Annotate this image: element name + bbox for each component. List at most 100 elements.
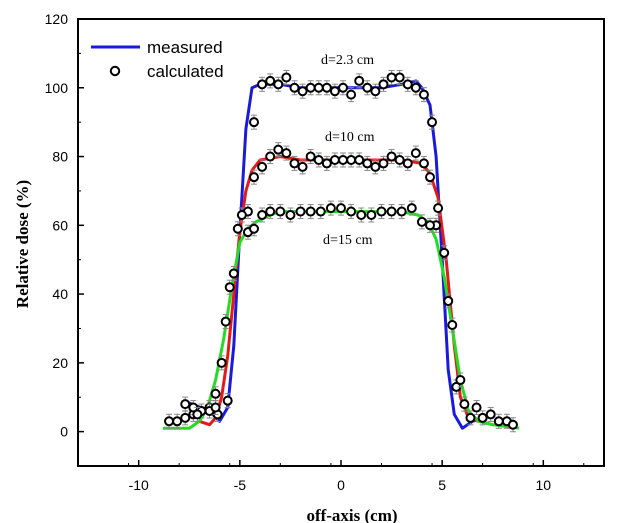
annotation-d10: d=10 cm — [325, 130, 375, 145]
calculated-point — [378, 79, 389, 90]
calculated-point — [394, 154, 405, 165]
calculated-point — [485, 409, 496, 420]
y-tick-label-5: 100 — [45, 80, 69, 96]
calculated-point — [172, 416, 183, 427]
calculated-point — [471, 402, 482, 413]
calculated-point — [315, 206, 326, 217]
calculated-point — [295, 206, 306, 217]
x-axis-title: off-axis (cm) — [306, 506, 397, 523]
calculated-point — [370, 86, 381, 97]
calculated-point — [321, 158, 332, 169]
annotation-d15: d=15 cm — [323, 233, 373, 248]
calculated-point — [281, 72, 292, 83]
legend: measured calculated — [91, 38, 224, 81]
y-tick-label-3: 60 — [52, 217, 68, 233]
y-tick-label-2: 40 — [52, 286, 68, 302]
calculated-point — [325, 203, 336, 214]
calculated-point — [192, 409, 203, 420]
calculated-point — [402, 158, 413, 169]
calculated-point — [416, 216, 427, 227]
calculated-point — [370, 161, 381, 172]
calculated-point — [265, 206, 276, 217]
x-tick-label-1: -5 — [234, 477, 247, 493]
calculated-point — [425, 220, 436, 231]
calculated-point — [376, 206, 387, 217]
calculated-point — [249, 172, 260, 183]
calculated-point — [220, 316, 231, 327]
calculated-point — [338, 154, 349, 165]
calculated-point — [265, 75, 276, 86]
calculated-point — [257, 79, 268, 90]
calculated-point — [216, 357, 227, 368]
calculated-point — [433, 203, 444, 214]
calculated-point — [265, 151, 276, 162]
calculated-point — [210, 388, 221, 399]
calculated-point — [257, 161, 268, 172]
calculated-point — [275, 206, 286, 217]
calculated-point — [224, 282, 235, 293]
calculated-point — [305, 206, 316, 217]
calculated-point — [493, 416, 504, 427]
y-tick-label-0: 0 — [60, 424, 68, 440]
calculated-point — [354, 154, 365, 165]
calculated-point — [273, 144, 284, 155]
calculated-point — [289, 158, 300, 169]
calculated-point — [394, 72, 405, 83]
calculated-point — [249, 223, 260, 234]
calculated-point — [378, 158, 389, 169]
calculated-point — [329, 86, 340, 97]
x-tick-label-2: 0 — [337, 477, 345, 493]
calculated-point — [346, 89, 357, 100]
calculated-point — [459, 399, 470, 410]
x-tick-label-4: 10 — [536, 477, 552, 493]
annotation-d2-3: d=2.3 cm — [321, 53, 374, 68]
x-tick-label-0: -10 — [129, 477, 149, 493]
calculated-point — [222, 395, 233, 406]
calculated-point — [273, 79, 284, 90]
calculated-point — [425, 172, 436, 183]
calculated-point — [455, 375, 466, 386]
calculated-point — [410, 148, 421, 159]
calculated-point — [362, 158, 373, 169]
calculated-point — [210, 402, 221, 413]
points-layer — [164, 69, 518, 433]
calculated-point — [356, 209, 367, 220]
calculated-point — [232, 223, 243, 234]
y-tick-label-6: 120 — [45, 11, 69, 27]
calculated-point — [427, 117, 438, 128]
calculated-point — [180, 412, 191, 423]
y-tick-label-4: 80 — [52, 149, 68, 165]
calculated-point — [297, 86, 308, 97]
calculated-point — [336, 203, 346, 214]
calculated-point — [410, 82, 421, 93]
calculated-point — [338, 82, 349, 93]
calculated-point — [386, 151, 397, 162]
calculated-point — [366, 209, 377, 220]
x-tick-label-3: 5 — [438, 477, 446, 493]
calculated-point — [249, 117, 260, 128]
calculated-point — [289, 82, 300, 93]
calculated-point — [465, 412, 476, 423]
calculated-point — [443, 295, 454, 306]
y-tick-label-1: 20 — [52, 355, 68, 371]
calculated-point — [285, 209, 296, 220]
legend-calculated-marker — [109, 65, 121, 77]
calculated-point — [281, 148, 292, 159]
calculated-point — [257, 209, 268, 220]
calculated-point — [313, 154, 324, 165]
calculated-point — [406, 203, 417, 214]
calculated-point — [329, 154, 340, 165]
calculated-point — [164, 416, 175, 427]
calculated-point — [297, 161, 308, 172]
legend-measured-label: measured — [147, 38, 223, 57]
calculated-point — [354, 75, 365, 86]
calculated-point — [305, 82, 316, 93]
calculated-point — [346, 154, 357, 165]
calculated-point — [236, 209, 247, 220]
calculated-point — [447, 320, 458, 331]
calculated-point — [439, 247, 450, 258]
calculated-point — [228, 268, 239, 279]
